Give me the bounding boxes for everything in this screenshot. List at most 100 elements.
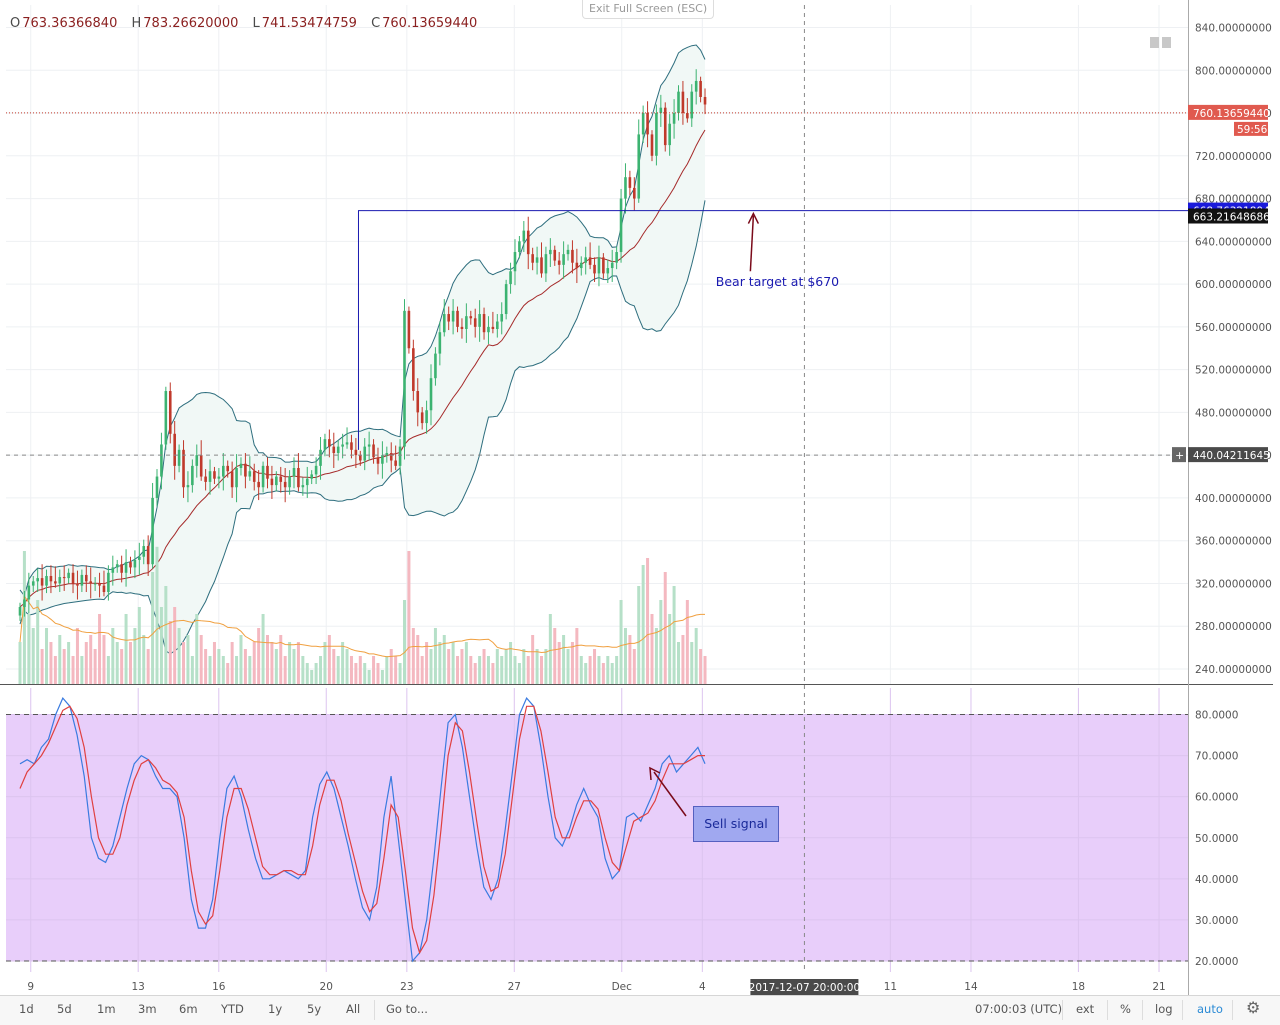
crosshair-time-tag-bg <box>750 979 859 995</box>
volume-bar <box>301 656 305 684</box>
volume-bar <box>243 649 247 684</box>
stochastic-pane <box>19 696 706 963</box>
candle-body <box>332 446 336 454</box>
time-tick-label: 14 <box>964 981 978 993</box>
candle-body <box>283 481 287 488</box>
candle-body <box>500 314 504 322</box>
candle-body <box>385 453 389 456</box>
candle-body <box>584 257 587 263</box>
candle-body <box>111 567 115 573</box>
candle-body <box>372 444 375 458</box>
ohlc-open-value: 763.36366840 <box>22 16 118 31</box>
volume-bar <box>628 635 632 684</box>
volume-bar <box>416 635 420 684</box>
candle-body <box>478 314 481 327</box>
volume-bar <box>447 649 451 684</box>
candle-body <box>301 485 305 488</box>
log-scale-toggle[interactable]: log <box>1155 1002 1173 1016</box>
candle-body <box>482 314 486 333</box>
price-tick-label: 240.00000000 <box>1195 664 1272 676</box>
price-tick-label: 480.00000000 <box>1195 407 1272 419</box>
range-ytd-button[interactable]: YTD <box>221 1002 244 1016</box>
candle-body <box>531 254 534 263</box>
range-6m-button[interactable]: 6m <box>179 1002 198 1016</box>
candle-body <box>107 572 110 593</box>
volume-bar <box>654 628 658 684</box>
utc-clock[interactable]: 07:00:03 (UTC) <box>975 1002 1063 1016</box>
bb-basis-tag-bg <box>1188 208 1268 224</box>
volume-bar <box>522 649 526 684</box>
volume-ma-line <box>19 595 705 658</box>
volume-bar <box>677 642 681 684</box>
candle-body <box>641 113 645 135</box>
candle-body <box>544 254 548 274</box>
candle-body <box>80 574 84 586</box>
volume-bar <box>288 642 292 684</box>
candle-body <box>142 546 146 557</box>
volume-bar <box>694 628 698 684</box>
candle-body <box>686 113 689 119</box>
candle-body <box>27 585 31 600</box>
candle-body <box>49 575 53 582</box>
pane-controls[interactable] <box>1150 33 1174 52</box>
stoch-tick-label: 30.0000 <box>1195 915 1238 927</box>
bottom-toolbar: 1d 5d 1m 3m 6m YTD 1y 5y All Go to... 07… <box>0 995 1280 1025</box>
pane-collapse-icon[interactable] <box>1150 37 1159 48</box>
volume-bar <box>296 642 300 684</box>
range-1m-button[interactable]: 1m <box>97 1002 116 1016</box>
candle-body <box>168 391 172 434</box>
candle-body <box>310 474 313 479</box>
candle-body <box>18 606 22 616</box>
volume-bar <box>641 565 645 684</box>
goto-button[interactable]: Go to... <box>386 1002 428 1016</box>
volume-bar <box>40 649 44 684</box>
volume-bar <box>623 628 627 684</box>
chart-overlays: Bear target at $670 Sell signal <box>6 5 1188 972</box>
stoch-tick-label: 70.0000 <box>1195 751 1238 763</box>
candle-body <box>518 241 521 253</box>
pane-expand-icon[interactable] <box>1162 37 1171 48</box>
range-all-button[interactable]: All <box>346 1002 361 1016</box>
candle-body <box>389 453 393 461</box>
volume-bar <box>531 635 535 684</box>
gear-icon[interactable]: ⚙ <box>1246 998 1261 1017</box>
volume-bars <box>18 546 707 684</box>
candle-body <box>376 457 380 464</box>
toolbar-divider <box>1232 1000 1233 1020</box>
extended-hours-toggle[interactable]: ext <box>1076 1002 1095 1016</box>
crosshair-plus-icon: + <box>1175 449 1184 462</box>
auto-scale-toggle[interactable]: auto <box>1197 1002 1223 1016</box>
volume-bar <box>482 649 486 684</box>
volume-bar <box>593 649 597 684</box>
range-3m-button[interactable]: 3m <box>138 1002 157 1016</box>
volume-bar <box>226 663 230 684</box>
candle-body <box>138 556 141 560</box>
crosshair-price-tag: 440.04211645 <box>1193 450 1270 462</box>
candle-body <box>292 467 296 477</box>
volume-bar <box>93 649 97 684</box>
volume-bar <box>261 614 265 684</box>
candle-body <box>650 134 654 156</box>
candle-body <box>526 230 530 255</box>
candle-body <box>597 257 601 274</box>
candle-body <box>628 177 632 188</box>
target-arrow-shaft <box>749 215 755 272</box>
candle-body <box>681 91 685 114</box>
exit-fullscreen-button[interactable]: Exit Full Screen (ESC) <box>582 0 715 19</box>
ohlc-legend: O 763.36366840 H 783.26620000 L 741.5347475… <box>10 16 487 31</box>
price-tick-label: 680.00000000 <box>1195 194 1272 206</box>
range-5d-button[interactable]: 5d <box>57 1002 72 1016</box>
candle-body <box>341 444 344 447</box>
range-1y-button[interactable]: 1y <box>268 1002 283 1016</box>
percent-scale-toggle[interactable]: % <box>1120 1002 1131 1016</box>
volume-bar <box>345 649 349 684</box>
volume-bar <box>341 642 345 684</box>
candle-body <box>239 463 243 468</box>
range-1d-button[interactable]: 1d <box>19 1002 34 1016</box>
volume-bar <box>146 649 150 684</box>
range-5y-button[interactable]: 5y <box>307 1002 322 1016</box>
price-axis: 840.00000000800.00000000760.00000000720.… <box>1172 23 1272 968</box>
volume-bar <box>137 607 141 684</box>
volume-bar <box>67 642 71 684</box>
